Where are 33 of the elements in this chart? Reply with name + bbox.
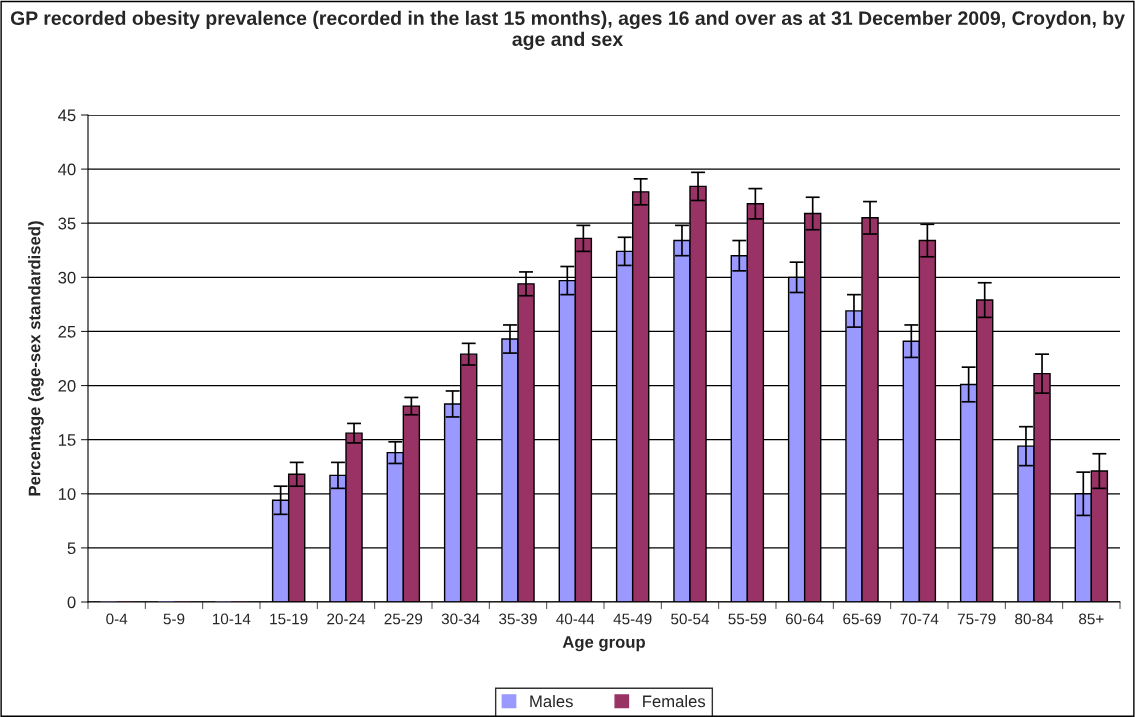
- x-tick-label: 15-19: [270, 613, 308, 625]
- y-axis-title: Percentage (age-sex standardised): [28, 221, 44, 496]
- x-tick-label: 45-49: [613, 613, 652, 625]
- x-tick-label: 70-74: [900, 613, 939, 625]
- x-tick-label: 35-39: [499, 613, 537, 625]
- x-tick-label: 30-34: [441, 613, 480, 625]
- x-tick-label: 80-84: [1015, 613, 1054, 625]
- x-tick-label: 50-54: [671, 613, 710, 625]
- x-tick-label: 65-69: [843, 613, 881, 625]
- y-tick-label: 45: [58, 109, 76, 122]
- y-tick-label: 0: [67, 596, 76, 609]
- y-tick-label: 30: [58, 271, 76, 284]
- y-tick-label: 10: [58, 488, 76, 500]
- x-tick-label: 40-44: [556, 613, 595, 625]
- chart-title: GP recorded obesity prevalence (recorded in the last 15 months), ages 16 and over as at 31 December 2009, Croydon, by age and sex: [10, 10, 1125, 50]
- x-tick-label: 0-4: [106, 613, 128, 625]
- x-tick-label: 5-9: [163, 613, 185, 625]
- x-tick-label: 85+: [1079, 613, 1104, 625]
- y-tick-label: 5: [67, 542, 76, 555]
- y-tick-label: 15: [58, 434, 76, 446]
- legend-label: Males: [530, 695, 573, 708]
- y-tick-label: 40: [58, 163, 76, 176]
- x-tick-label: 25-29: [384, 613, 423, 625]
- x-tick-label: 75-79: [957, 613, 996, 625]
- y-tick-label: 25: [58, 325, 76, 338]
- y-tick-label: 20: [58, 379, 76, 392]
- x-tick-label: 10-14: [212, 613, 251, 625]
- x-tick-label: 20-24: [327, 613, 366, 625]
- x-tick-label: 60-64: [785, 613, 824, 625]
- x-tick-label: 55-59: [728, 613, 767, 625]
- x-axis-title: Age group: [562, 636, 645, 652]
- y-tick-label: 35: [58, 217, 76, 230]
- legend-label: Females: [643, 695, 706, 708]
